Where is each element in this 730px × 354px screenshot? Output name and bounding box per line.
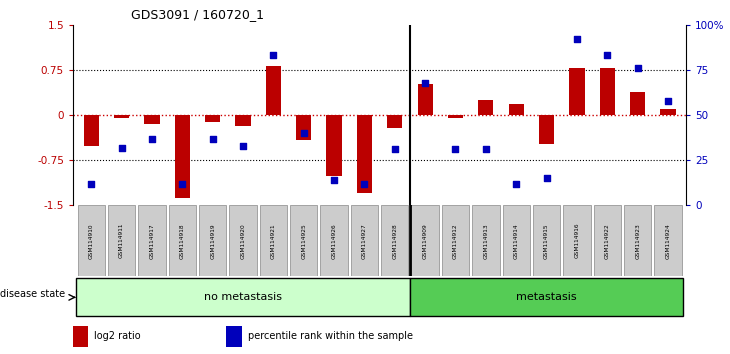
Text: percentile rank within the sample: percentile rank within the sample — [247, 331, 412, 341]
Bar — [418, 84, 433, 115]
Point — [389, 147, 401, 152]
Bar — [442, 205, 469, 276]
Text: GSM114915: GSM114915 — [544, 223, 549, 258]
Point — [419, 80, 431, 85]
Bar — [169, 205, 196, 276]
Bar — [260, 205, 287, 276]
Text: disease state: disease state — [0, 289, 65, 299]
Bar — [661, 109, 675, 115]
Bar — [654, 205, 682, 276]
Point — [146, 136, 158, 141]
Bar — [84, 115, 99, 146]
Text: GSM114916: GSM114916 — [575, 223, 580, 258]
Bar — [357, 115, 372, 193]
Bar — [478, 100, 493, 115]
Bar — [235, 115, 250, 126]
Bar — [412, 205, 439, 276]
Point — [662, 98, 674, 103]
Bar — [539, 115, 554, 144]
Bar — [509, 104, 524, 115]
Bar — [593, 205, 621, 276]
Text: log2 ratio: log2 ratio — [94, 331, 141, 341]
Text: GSM114917: GSM114917 — [150, 223, 155, 258]
Bar — [138, 205, 166, 276]
Text: GSM114923: GSM114923 — [635, 223, 640, 258]
Bar — [77, 205, 105, 276]
Text: metastasis: metastasis — [516, 292, 577, 302]
Text: GSM114911: GSM114911 — [119, 223, 124, 258]
Bar — [387, 115, 402, 128]
Point — [480, 147, 492, 152]
Text: GSM114927: GSM114927 — [362, 223, 367, 258]
Point — [631, 65, 643, 71]
Text: GSM114925: GSM114925 — [301, 223, 306, 258]
Text: GSM114920: GSM114920 — [240, 223, 245, 258]
Bar — [502, 205, 530, 276]
Text: GSM114910: GSM114910 — [89, 223, 93, 258]
Bar — [326, 115, 342, 176]
Bar — [205, 115, 220, 122]
Bar — [350, 205, 378, 276]
Point — [602, 53, 613, 58]
Bar — [630, 92, 645, 115]
Bar — [320, 205, 347, 276]
Point — [358, 181, 370, 187]
Bar — [114, 115, 129, 118]
Text: no metastasis: no metastasis — [204, 292, 282, 302]
Point — [571, 36, 583, 42]
Bar — [381, 205, 409, 276]
Bar — [229, 205, 257, 276]
Text: GDS3091 / 160720_1: GDS3091 / 160720_1 — [131, 8, 264, 21]
Point — [237, 143, 249, 149]
Text: GSM114924: GSM114924 — [666, 223, 670, 258]
Text: GSM114921: GSM114921 — [271, 223, 276, 258]
Bar — [226, 326, 242, 347]
Bar — [108, 205, 135, 276]
Bar — [564, 205, 591, 276]
Point — [267, 53, 279, 58]
Bar — [73, 326, 88, 347]
Point — [450, 147, 461, 152]
Point — [116, 145, 128, 150]
Point — [207, 136, 218, 141]
Bar — [266, 66, 281, 115]
Text: GSM114909: GSM114909 — [423, 223, 428, 258]
Text: GSM114926: GSM114926 — [331, 223, 337, 258]
Point — [510, 181, 522, 187]
Bar — [145, 115, 160, 124]
Point — [177, 181, 188, 187]
Bar — [448, 115, 463, 118]
Bar — [199, 205, 226, 276]
Text: GSM114918: GSM114918 — [180, 223, 185, 258]
Text: GSM114913: GSM114913 — [483, 223, 488, 258]
Bar — [290, 205, 318, 276]
Point — [328, 177, 340, 183]
Text: GSM114922: GSM114922 — [604, 223, 610, 258]
Text: GSM114919: GSM114919 — [210, 223, 215, 258]
Bar — [296, 115, 311, 140]
Bar — [410, 278, 683, 316]
Text: GSM114912: GSM114912 — [453, 223, 458, 258]
Bar — [174, 115, 190, 198]
Point — [541, 176, 553, 181]
Text: GSM114928: GSM114928 — [392, 223, 397, 258]
Bar — [624, 205, 651, 276]
Bar — [533, 205, 560, 276]
Point — [85, 181, 97, 187]
Bar — [76, 278, 410, 316]
Point — [298, 130, 310, 136]
Text: GSM114914: GSM114914 — [514, 223, 519, 258]
Bar — [472, 205, 499, 276]
Bar — [569, 68, 585, 115]
Bar — [599, 68, 615, 115]
